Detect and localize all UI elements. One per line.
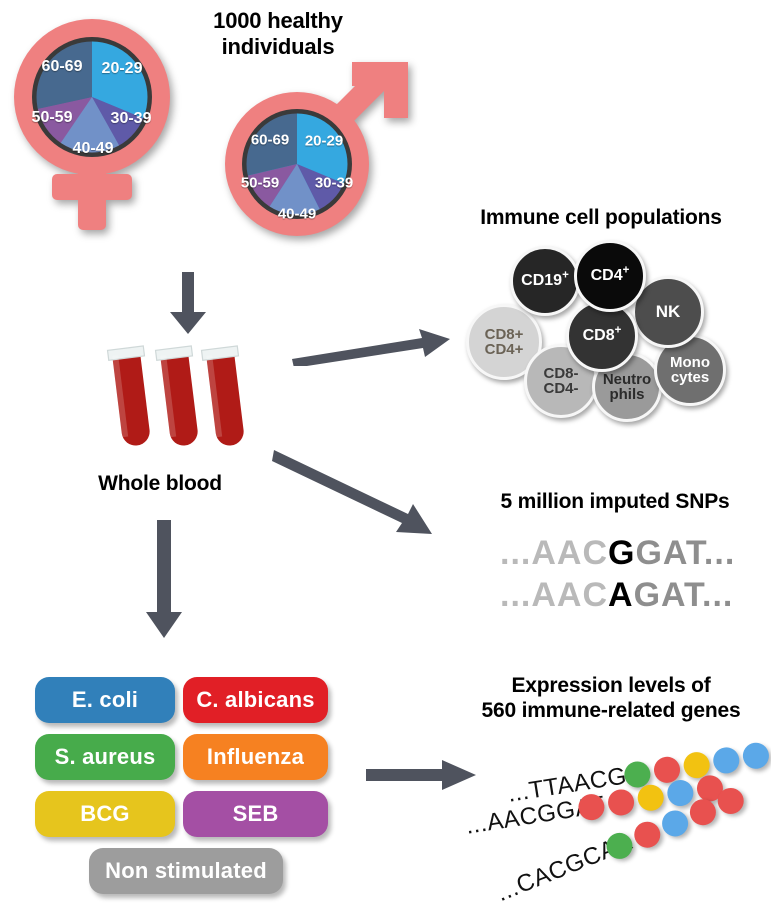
cell-label: CD19 xyxy=(521,271,563,289)
stimulus-e-coli[interactable]: E. coli xyxy=(35,677,175,723)
arrow-blood-to-immune xyxy=(290,326,455,366)
cell-label: NK xyxy=(655,302,681,322)
male-symbol: 20-29 30-39 40-49 50-59 60-69 xyxy=(200,52,420,257)
cell-label: CD4 xyxy=(590,266,623,284)
arrow-stimuli-to-expression xyxy=(366,760,478,790)
cell-sup: + xyxy=(562,269,569,282)
blood-tube xyxy=(154,345,198,446)
stimulus-bcg[interactable]: BCG xyxy=(35,791,175,837)
cell-label: CD8 xyxy=(582,326,615,344)
arrow-cohort-to-blood xyxy=(168,272,208,334)
stimulus-seb[interactable]: SEB xyxy=(183,791,328,837)
expression-title: Expression levels of 560 immune-related … xyxy=(481,674,741,722)
pill-label: S. aureus xyxy=(54,744,156,769)
whole-blood-label: Whole blood xyxy=(98,472,222,495)
cell-label: CD8+ CD4+ xyxy=(484,325,524,358)
stimulus-c-albicans[interactable]: C. albicans xyxy=(183,677,328,723)
snp-suffix: GAT... xyxy=(635,534,736,572)
male-age-pie xyxy=(243,110,351,218)
snp-prefix: ...AAC xyxy=(500,534,608,572)
cell-sup: + xyxy=(622,264,630,277)
arrow-blood-to-snps xyxy=(272,448,447,543)
cell-cd19pos: CD19+ xyxy=(510,246,580,316)
snp-suffix: GAT... xyxy=(633,576,734,614)
male-symbol-glyph xyxy=(225,62,408,236)
immune-cell-cluster: CD8+ CD4+ CD8- CD4- Neutro phils Mono cy… xyxy=(466,240,766,422)
bead xyxy=(713,784,748,818)
stimulus-non-stimulated[interactable]: Non stimulated xyxy=(89,848,283,894)
pill-label: C. albicans xyxy=(196,687,315,712)
female-symbol: 20-29 30-39 40-49 50-59 60-69 xyxy=(8,14,198,244)
cell-sup: + xyxy=(614,324,622,337)
bead xyxy=(630,817,665,852)
cell-label: Mono cytes xyxy=(670,353,710,386)
snp-sequence-row: ...AACGGAT... xyxy=(500,534,735,573)
pill-label: SEB xyxy=(232,801,279,826)
stimulus-influenza[interactable]: Influenza xyxy=(183,734,328,780)
cell-cd4pos: CD4+ xyxy=(574,240,646,312)
bead xyxy=(741,740,771,771)
snp-sequence-row: ...AACAGAT... xyxy=(500,576,733,615)
snp-prefix: ...AAC xyxy=(500,576,608,614)
immune-title: Immune cell populations xyxy=(480,206,722,229)
bead xyxy=(606,787,636,818)
blood-tubes xyxy=(100,340,250,470)
pill-label: BCG xyxy=(80,801,130,826)
female-age-pie xyxy=(33,38,151,156)
cohort-title: 1000 healthy individuals xyxy=(213,8,343,59)
blood-tube xyxy=(200,345,244,446)
female-symbol-glyph xyxy=(14,19,170,230)
bead xyxy=(658,806,693,841)
blood-tube xyxy=(106,345,150,446)
cell-cd8pos: CD8+ xyxy=(566,300,638,372)
snps-title: 5 million imputed SNPs xyxy=(500,490,730,513)
snp-variant: G xyxy=(608,534,636,572)
arrow-blood-to-stimuli xyxy=(144,520,184,640)
stimulus-s-aureus[interactable]: S. aureus xyxy=(35,734,175,780)
cell-cd8neg-cd4neg: CD8- CD4- xyxy=(524,344,598,418)
bead xyxy=(635,782,666,813)
pill-label: Influenza xyxy=(206,744,305,769)
pill-label: Non stimulated xyxy=(105,858,267,883)
bead xyxy=(685,795,720,830)
cell-label: Neutro phils xyxy=(602,370,652,403)
cell-nk: NK xyxy=(632,276,704,348)
pill-label: E. coli xyxy=(71,687,139,712)
cell-label: CD8- CD4- xyxy=(543,364,579,397)
snp-variant: A xyxy=(608,576,634,614)
